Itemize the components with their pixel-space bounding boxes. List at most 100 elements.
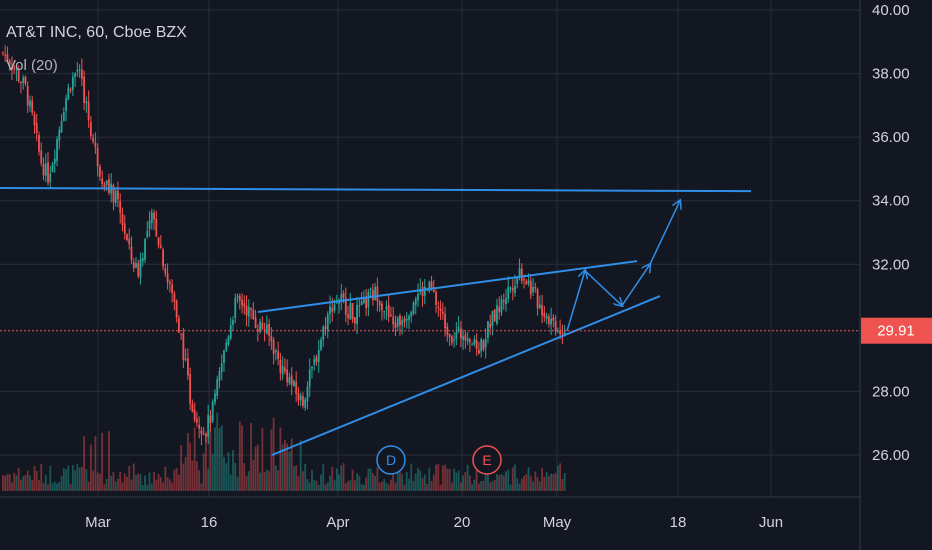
candle-body (536, 289, 539, 309)
candle-body (175, 300, 178, 318)
volume-bar (47, 484, 49, 491)
candle-body (464, 334, 467, 341)
candle-body (295, 381, 298, 394)
volume-bar (135, 474, 137, 491)
volume-bar (13, 472, 16, 491)
volume-bar (22, 476, 25, 491)
volume-bar (38, 480, 40, 491)
volume-bar (247, 471, 250, 491)
price-tick-label: 28.00 (872, 383, 910, 400)
candle-body (457, 326, 460, 332)
candle-body (254, 317, 257, 329)
event-marker-label: D (386, 452, 396, 468)
projection-arrow[interactable] (566, 271, 585, 332)
volume-bar (173, 469, 176, 491)
price-axis[interactable]: 40.00 38.00 36.00 34.00 32.00 28.00 26.00 (872, 2, 910, 464)
candle-body (272, 340, 275, 354)
volume-bar (430, 481, 433, 491)
volume-bar (92, 470, 95, 491)
candle-body (308, 369, 311, 387)
price-tick-label: 36.00 (872, 129, 910, 146)
candle-body (313, 358, 316, 365)
volume-bar (76, 463, 79, 491)
volume-bar (62, 468, 65, 491)
candle-body (126, 234, 128, 240)
candle-body (365, 297, 368, 309)
candle-body (468, 339, 471, 343)
event-marker[interactable] (472, 445, 502, 475)
volume-indicator-label[interactable]: Vol (20) (6, 57, 58, 74)
volume-bar (245, 475, 248, 491)
volume-bar (534, 471, 537, 491)
time-tick-label: 20 (454, 514, 471, 531)
volume-bar (26, 470, 29, 491)
candle-body (471, 344, 474, 346)
volume-bar (193, 427, 196, 491)
volume-bar (333, 480, 336, 491)
volume-bar (60, 476, 63, 491)
volume-bar (24, 475, 27, 491)
candle-body (53, 158, 56, 164)
volume-bar (358, 475, 361, 491)
candle-body (435, 291, 437, 305)
candle-body (96, 147, 99, 167)
volume-bar (189, 442, 192, 491)
volume-bar (177, 475, 180, 491)
chart-title[interactable]: AT&T INC, 60, Cboe BZX (6, 24, 187, 41)
volume-bar (83, 436, 86, 491)
projection-arrow[interactable] (649, 201, 680, 265)
candle-body (439, 308, 442, 312)
candle-body (390, 315, 392, 317)
projection-arrow[interactable] (584, 270, 622, 306)
candle-body (123, 223, 126, 234)
volume-bar (527, 467, 530, 491)
volume-bar (44, 474, 47, 491)
event-marker[interactable] (376, 445, 406, 475)
volume-bar (362, 484, 365, 491)
candle-body (92, 138, 95, 142)
volume-bar (444, 464, 446, 491)
time-tick-label: 16 (201, 514, 218, 531)
volume-bar (202, 453, 205, 491)
volume-bar (58, 481, 61, 491)
volume-bar (518, 483, 521, 491)
candle-body (193, 409, 196, 420)
volume-bar (547, 476, 550, 491)
candle-body (344, 297, 347, 315)
candle-body (99, 166, 101, 177)
candle-body (8, 60, 11, 65)
volume-bar (51, 483, 54, 491)
candle-body (482, 340, 485, 350)
candle-body (85, 101, 88, 104)
volume-bar (261, 428, 264, 491)
volume-bar (94, 436, 97, 491)
volume-bar (148, 472, 151, 491)
trend-line[interactable] (257, 260, 638, 313)
candle-body (545, 315, 548, 319)
candle-body (274, 350, 277, 352)
candle-body (428, 281, 431, 291)
volume-bar (101, 432, 104, 491)
candle-body (141, 257, 144, 262)
volume-bar (441, 465, 444, 491)
candle-body (369, 288, 372, 290)
candle-body (493, 309, 496, 322)
volume-bar (462, 475, 465, 491)
candle-body (412, 302, 415, 314)
volume-bar (525, 474, 528, 491)
trend-line[interactable] (0, 187, 752, 193)
trend-line[interactable] (271, 295, 661, 456)
volume-bar (241, 425, 243, 491)
time-axis[interactable]: Mar 16 Apr 20 May 18 Jun (85, 514, 783, 531)
candle-body (509, 287, 512, 289)
volume-bar (489, 482, 492, 491)
candle-body (87, 101, 90, 121)
volume-bar (322, 464, 325, 491)
volume-bar (229, 474, 232, 491)
volume-bar (369, 468, 372, 491)
projection-arrow[interactable] (621, 264, 650, 307)
candle-body (268, 323, 271, 336)
